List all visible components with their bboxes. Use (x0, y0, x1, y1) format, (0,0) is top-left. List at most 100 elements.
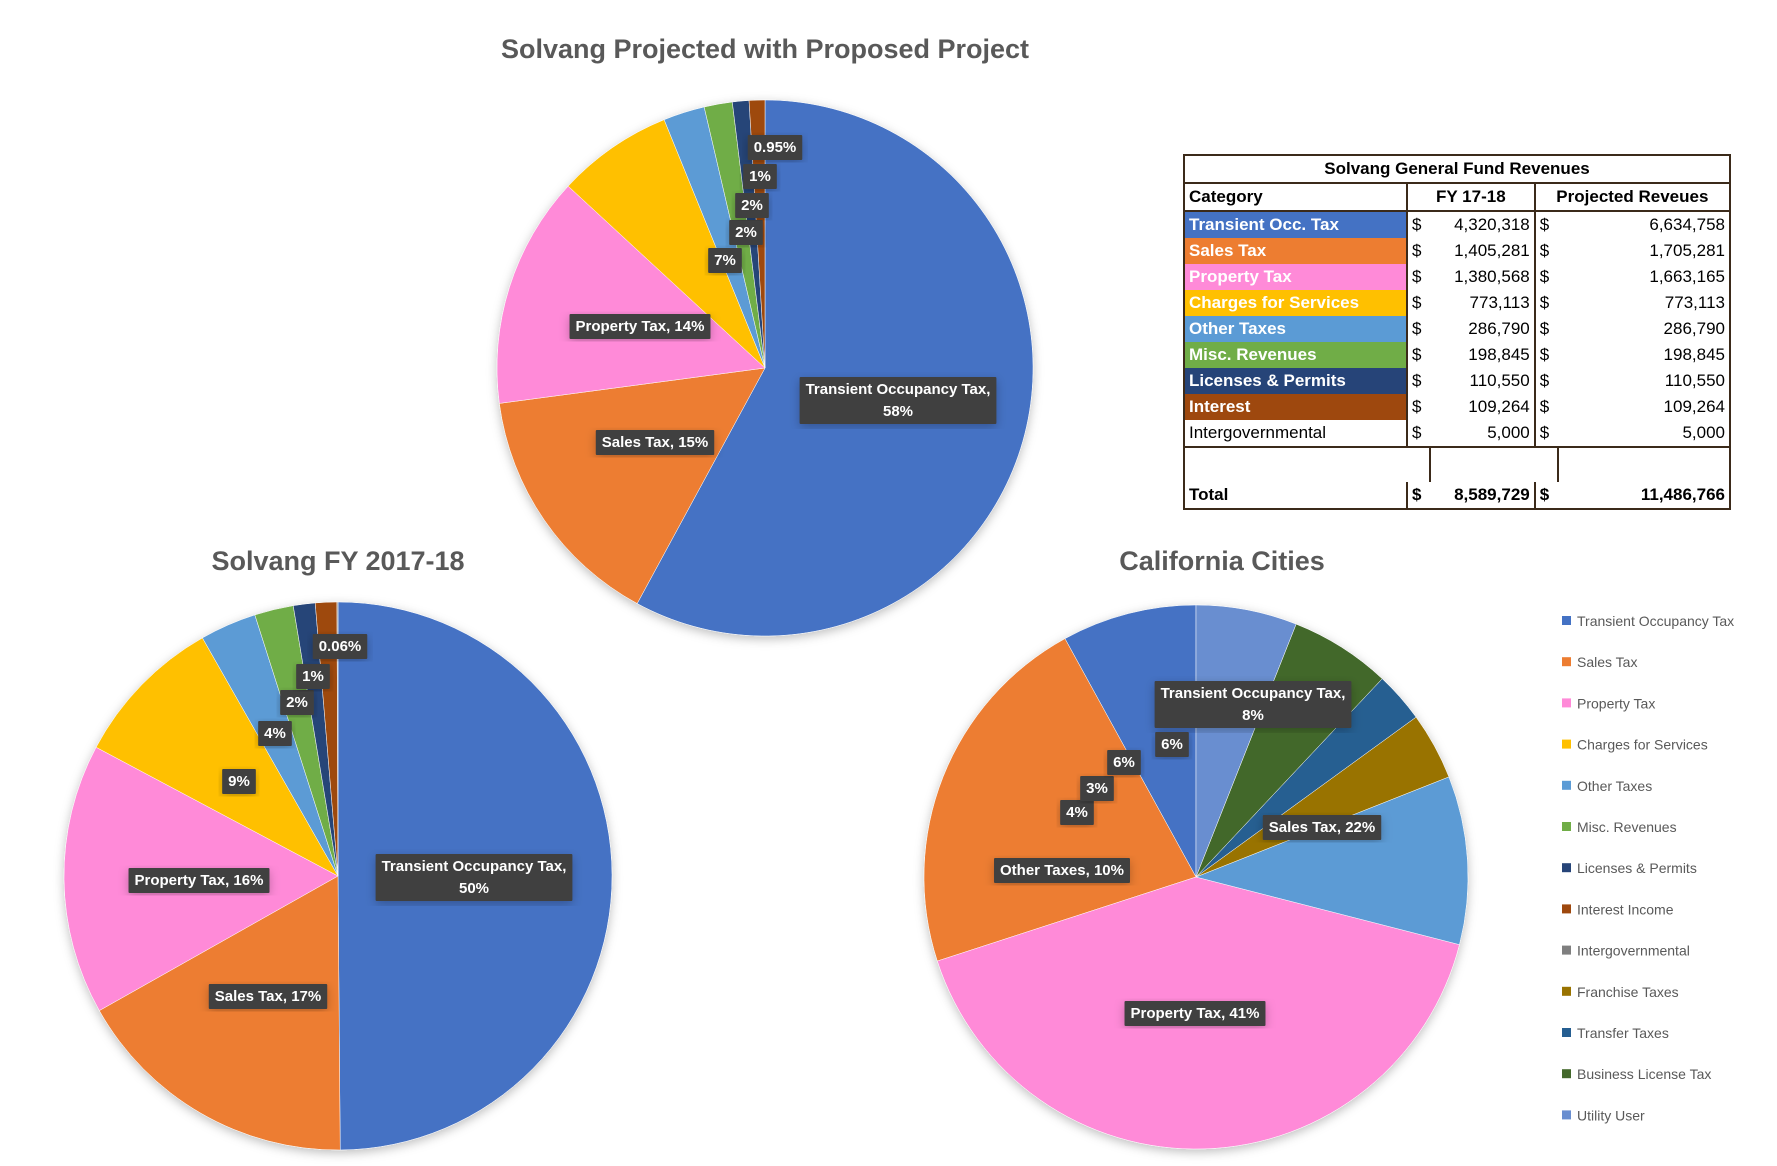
total-fy-value: 8,589,729 (1429, 482, 1536, 510)
legend-swatch (1562, 986, 1571, 996)
pie-slice-sales-tax (99, 875, 341, 1151)
row-category: Interest (1184, 394, 1408, 420)
data-label-licenses-permits: 1% (296, 664, 330, 689)
row-fy-currency: $ (1411, 267, 1422, 286)
data-label-franchise-taxes: 4% (1060, 800, 1094, 825)
row-proj-value: 109,264 (1663, 397, 1725, 416)
legend-label: Business License Tax (1577, 1066, 1711, 1082)
legend-item-utility-user: Utility User (1562, 1107, 1645, 1123)
data-label-box (208, 984, 328, 1009)
data-label-property-tax: Property Tax, 16% (128, 868, 270, 893)
pie-chart-california-cities: California Cities Transient Occupancy Tax… (923, 546, 1469, 1150)
row-fy-value: 286,790 (1429, 316, 1536, 342)
legend-label: Other Taxes (1577, 778, 1652, 794)
data-label-text: Sales Tax, 22% (1269, 819, 1375, 836)
data-label-sales-tax: Sales Tax, 22% (1262, 815, 1382, 840)
chart-title: California Cities (1119, 546, 1325, 576)
data-label-charges-for-services: 9% (222, 769, 256, 794)
revenue-table: Solvang General Fund Revenues Category F… (1183, 154, 1731, 510)
data-label-misc-revenues: 2% (280, 690, 314, 715)
row-category: Other Taxes (1184, 316, 1408, 342)
chart-title: Solvang Projected with Proposed Project (501, 34, 1029, 64)
chart-legend: Transient Occupancy Tax Sales Tax Property… (1562, 613, 1734, 1123)
data-label-text: Transient Occupancy Tax, 8% (1161, 685, 1346, 724)
data-label-text: Transient Occupancy Tax, 58% (806, 381, 991, 420)
row-category: Intergovernmental (1184, 420, 1408, 447)
row-proj-value: 773,113 (1664, 293, 1725, 312)
pie-slice-charges-for-services (95, 637, 339, 877)
data-label-text: 7% (714, 252, 736, 269)
row-fy-value: 198,845 (1429, 342, 1536, 368)
data-label-box (735, 193, 769, 218)
row-proj-value: 286,790 (1663, 319, 1725, 338)
row-proj-currency: $ (1539, 319, 1550, 338)
legend-item-misc-revenues: Misc. Revenues (1562, 819, 1677, 835)
legend-label: Property Tax (1577, 695, 1655, 711)
data-label-box (1060, 800, 1094, 825)
legend-item-property-tax: Property Tax (1562, 695, 1655, 711)
legend-item-charges-for-services: Charges for Services (1562, 737, 1708, 753)
pie-slice-intergovernmental (336, 601, 339, 877)
data-label-box (708, 248, 742, 273)
row-proj-value: 198,845 (1663, 345, 1725, 364)
total-proj-currency: $ (1534, 482, 1558, 510)
data-label-text: 0.95% (754, 139, 797, 156)
row-fy-value: 1,405,281 (1429, 238, 1536, 264)
data-label-box (1155, 732, 1189, 757)
data-label-text: 1% (749, 168, 771, 185)
legend-item-other-taxes: Other Taxes (1562, 778, 1652, 794)
legend-label: Transient Occupancy Tax (1577, 613, 1734, 629)
data-label-text: 9% (228, 773, 250, 790)
data-label-box (280, 690, 314, 715)
row-category: Charges for Services (1184, 290, 1408, 316)
row-fy-currency: $ (1411, 397, 1422, 416)
data-label-transient-occupancy-tax: Transient Occupancy Tax, 58% (799, 377, 997, 424)
row-fy-value: 4,320,318 (1429, 211, 1536, 238)
data-label-charges-for-services: 7% (708, 248, 742, 273)
table-row: Other Taxes $286,790 $286,790 (1184, 316, 1730, 342)
legend-swatch (1562, 1028, 1571, 1037)
row-proj-currency: $ (1539, 423, 1550, 442)
row-fy-value: 110,550 (1429, 368, 1536, 394)
legend-label: Franchise Taxes (1577, 984, 1679, 1000)
row-category: Misc. Revenues (1184, 342, 1408, 368)
row-proj-value: 1,705,281 (1649, 241, 1725, 260)
legend-swatch (1562, 657, 1571, 667)
data-label-text: 6% (1113, 754, 1135, 771)
data-label-other-taxes: 4% (258, 721, 292, 746)
col-header-projected: Projected Reveues (1534, 183, 1730, 212)
pie-slice-other-taxes (1195, 776, 1469, 945)
pie-slice-utility-user (1195, 604, 1297, 878)
legend-swatch (1562, 616, 1571, 625)
data-label-box (1124, 1001, 1266, 1026)
data-label-misc-revenues: 2% (735, 193, 769, 218)
row-proj-value: 5,000 (1682, 423, 1725, 442)
legend-label: Charges for Services (1577, 737, 1708, 753)
legend-item-transfer-taxes: Transfer Taxes (1562, 1025, 1669, 1041)
legend-swatch (1562, 863, 1571, 873)
legend-label: Utility User (1577, 1107, 1645, 1123)
data-label-box (595, 430, 715, 455)
data-label-text: 2% (286, 694, 308, 711)
data-label-other-taxes: Other Taxes, 10% (994, 858, 1130, 883)
total-proj-value: 11,486,766 (1557, 482, 1730, 510)
data-label-sales-tax: Sales Tax, 17% (208, 984, 328, 1009)
legend-item-transient-occupancy-tax: Transient Occupancy Tax (1562, 613, 1734, 629)
legend-label: Licenses & Permits (1577, 860, 1697, 876)
table-row: Transient Occ. Tax $4,320,318 $6,634,758 (1184, 211, 1730, 238)
legend-swatch (1562, 1069, 1571, 1079)
table-row: Property Tax $1,380,568 $1,663,165 (1184, 264, 1730, 290)
table-total-row: Total $ 8,589,729 $ 11,486,766 (1184, 482, 1730, 510)
data-label-text: 2% (741, 197, 763, 214)
pie-chart-projected: Solvang Projected with Proposed Project T… (496, 34, 1034, 637)
pie-slice-transient-occupancy-tax (636, 99, 1034, 637)
data-label-sales-tax: Sales Tax, 15% (595, 430, 715, 455)
row-fy-currency: $ (1411, 215, 1422, 234)
data-label-text: 1% (302, 668, 324, 685)
data-label-interest-income: 0.95% (747, 135, 803, 160)
legend-item-interest-income: Interest Income (1562, 901, 1674, 917)
data-label-text: Transient Occupancy Tax, 50% (382, 858, 567, 897)
data-label-text: 4% (1066, 804, 1088, 821)
row-fy-value: 773,113 (1429, 290, 1536, 316)
row-fy-value: 109,264 (1429, 394, 1536, 420)
